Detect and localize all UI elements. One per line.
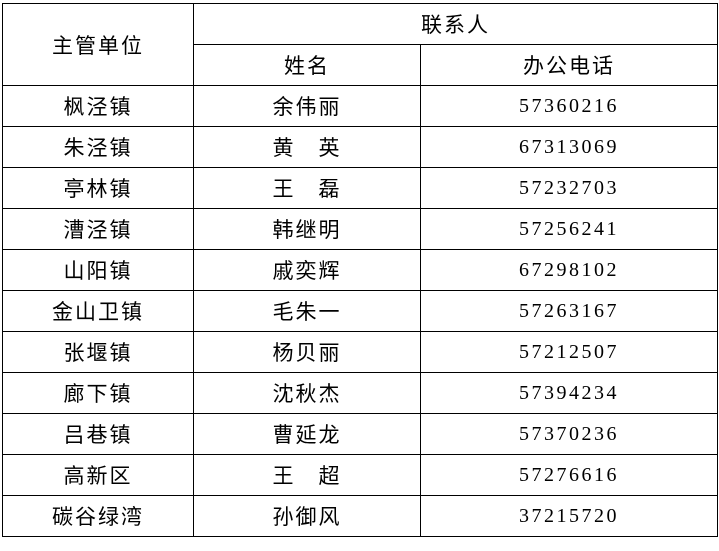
name-cell: 毛朱一 xyxy=(193,290,421,332)
name-cell: 王 超 xyxy=(193,454,421,496)
phone-cell: 57370236 xyxy=(420,413,718,455)
phone-cell: 37215720 xyxy=(420,495,718,537)
phone-cell: 57360216 xyxy=(420,85,718,127)
name-cell: 王 磊 xyxy=(193,167,421,209)
phone-cell: 57276616 xyxy=(420,454,718,496)
name-cell: 黄 英 xyxy=(193,126,421,168)
unit-cell: 金山卫镇 xyxy=(2,290,194,332)
phone-cell: 57232703 xyxy=(420,167,718,209)
unit-cell: 漕泾镇 xyxy=(2,208,194,250)
unit-cell: 亭林镇 xyxy=(2,167,194,209)
table-row: 亭林镇王 磊 57232703 xyxy=(2,167,718,209)
phone-cell: 57263167 xyxy=(420,290,718,332)
name-cell: 曹延龙 xyxy=(193,413,421,455)
phone-cell: 57394234 xyxy=(420,372,718,414)
header-row: 主管单位 联系人 xyxy=(2,3,718,86)
name-cell: 余伟丽 xyxy=(193,85,421,127)
subheader-row: 姓名 办公电话 xyxy=(3,44,718,86)
header-phone: 办公电话 xyxy=(420,44,718,86)
header-contact: 联系人 xyxy=(193,3,718,45)
table-row: 高新区王 超 57276616 xyxy=(2,454,718,496)
table-row: 廊下镇 沈秋杰 57394234 xyxy=(2,372,718,414)
name-cell: 杨贝丽 xyxy=(193,331,421,373)
header-name: 姓名 xyxy=(193,44,421,86)
table-row: 朱泾镇黄 英 67313069 xyxy=(2,126,718,168)
table-row: 碳谷绿湾 孙御风 37215720 xyxy=(2,495,718,537)
contact-table: 主管单位 联系人 姓名 办公电话 枫泾镇 余伟丽 57360216 朱泾镇黄 英 673… xyxy=(2,3,718,537)
phone-cell: 57212507 xyxy=(420,331,718,373)
unit-cell: 山阳镇 xyxy=(2,249,194,291)
name-cell: 孙御风 xyxy=(193,495,421,537)
unit-cell: 枫泾镇 xyxy=(2,85,194,127)
phone-cell: 67298102 xyxy=(420,249,718,291)
unit-cell: 吕巷镇 xyxy=(2,413,194,455)
unit-cell: 张堰镇 xyxy=(2,331,194,373)
unit-cell: 朱泾镇 xyxy=(2,126,194,168)
unit-cell: 廊下镇 xyxy=(2,372,194,414)
table-row: 漕泾镇 韩继明 57256241 xyxy=(2,208,718,250)
phone-cell: 57256241 xyxy=(420,208,718,250)
name-cell: 戚奕辉 xyxy=(193,249,421,291)
table-row: 吕巷镇 曹延龙 57370236 xyxy=(2,413,718,455)
unit-cell: 高新区 xyxy=(2,454,194,496)
table-row: 张堰镇 杨贝丽 57212507 xyxy=(2,331,718,373)
table-row: 金山卫镇 毛朱一 57263167 xyxy=(2,290,718,332)
header-unit: 主管单位 xyxy=(2,3,194,86)
phone-cell: 67313069 xyxy=(420,126,718,168)
name-cell: 沈秋杰 xyxy=(193,372,421,414)
name-cell: 韩继明 xyxy=(193,208,421,250)
table-row: 山阳镇 戚奕辉 67298102 xyxy=(2,249,718,291)
unit-cell: 碳谷绿湾 xyxy=(2,495,194,537)
table-row: 枫泾镇 余伟丽 57360216 xyxy=(2,85,718,127)
